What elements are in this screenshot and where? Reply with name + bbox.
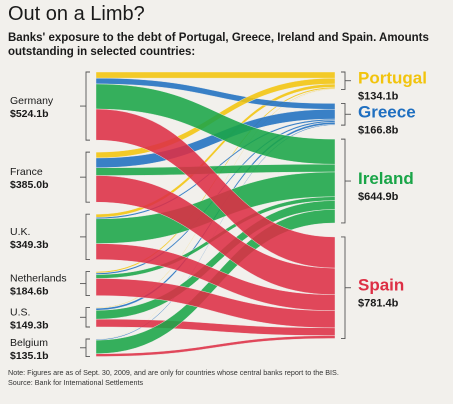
flow-germany-to-ireland	[95, 83, 336, 165]
bracket-belgium	[85, 338, 90, 358]
bracket-netherlands	[85, 271, 90, 297]
bracket-u-s	[85, 307, 90, 328]
flow-germany-to-spain	[95, 108, 336, 269]
target-label-spain: Spain	[358, 276, 404, 295]
target-value-spain: $781.4b	[358, 298, 399, 310]
source-label-u-k: U.K.	[10, 226, 30, 238]
bracket-germany	[85, 71, 90, 141]
source-label-netherlands: Netherlands	[10, 273, 67, 285]
source-value-france: $385.0b	[10, 179, 49, 191]
target-label-greece: Greece	[358, 102, 416, 121]
target-value-greece: $166.8b	[358, 124, 399, 136]
source-label-u-s: U.S.	[10, 306, 30, 318]
bracket-portugal	[341, 71, 346, 90]
source-value-germany: $524.1b	[10, 108, 49, 120]
target-label-ireland: Ireland	[358, 169, 414, 188]
bracket-france	[85, 151, 90, 203]
brackets-layer	[80, 71, 351, 358]
source-value-u-k: $349.3b	[10, 239, 49, 251]
bracket-ireland	[341, 138, 346, 224]
target-label-portugal: Portugal	[358, 69, 427, 88]
source-value-netherlands: $184.6b	[10, 286, 49, 298]
source-label-germany: Germany	[10, 95, 54, 107]
source-value-u-s: $149.3b	[10, 319, 49, 331]
flow-u-k-to-portugal	[95, 83, 336, 218]
bracket-spain	[341, 236, 346, 339]
flow-france-to-spain	[95, 175, 336, 295]
notes: Note: Figures are as of Sept. 30, 2009, …	[8, 368, 448, 388]
flow-netherlands-to-spain	[95, 278, 336, 329]
source-value-belgium: $135.1b	[10, 350, 49, 362]
labels-layer: Germany$524.1b France$385.0b U.K.$349.3b Ne…	[10, 69, 427, 362]
flows-layer	[95, 71, 336, 357]
source-label-france: France	[10, 166, 43, 178]
source-note: Source: Bank for International Settlemen…	[8, 378, 144, 387]
chart-subtitle: Banks' exposure to the debt of Portugal,…	[8, 32, 429, 58]
target-value-portugal: $134.1b	[358, 91, 399, 103]
flow-belgium-to-spain	[95, 335, 336, 357]
bracket-u-k	[85, 213, 90, 261]
bracket-greece	[341, 102, 346, 126]
chart-title: Out on a Limb?	[8, 3, 145, 25]
target-value-ireland: $644.9b	[358, 191, 399, 203]
source-label-belgium: Belgium	[10, 337, 48, 349]
footnote: Note: Figures are as of Sept. 30, 2009, …	[8, 368, 339, 377]
flow-germany-to-portugal	[95, 71, 336, 79]
